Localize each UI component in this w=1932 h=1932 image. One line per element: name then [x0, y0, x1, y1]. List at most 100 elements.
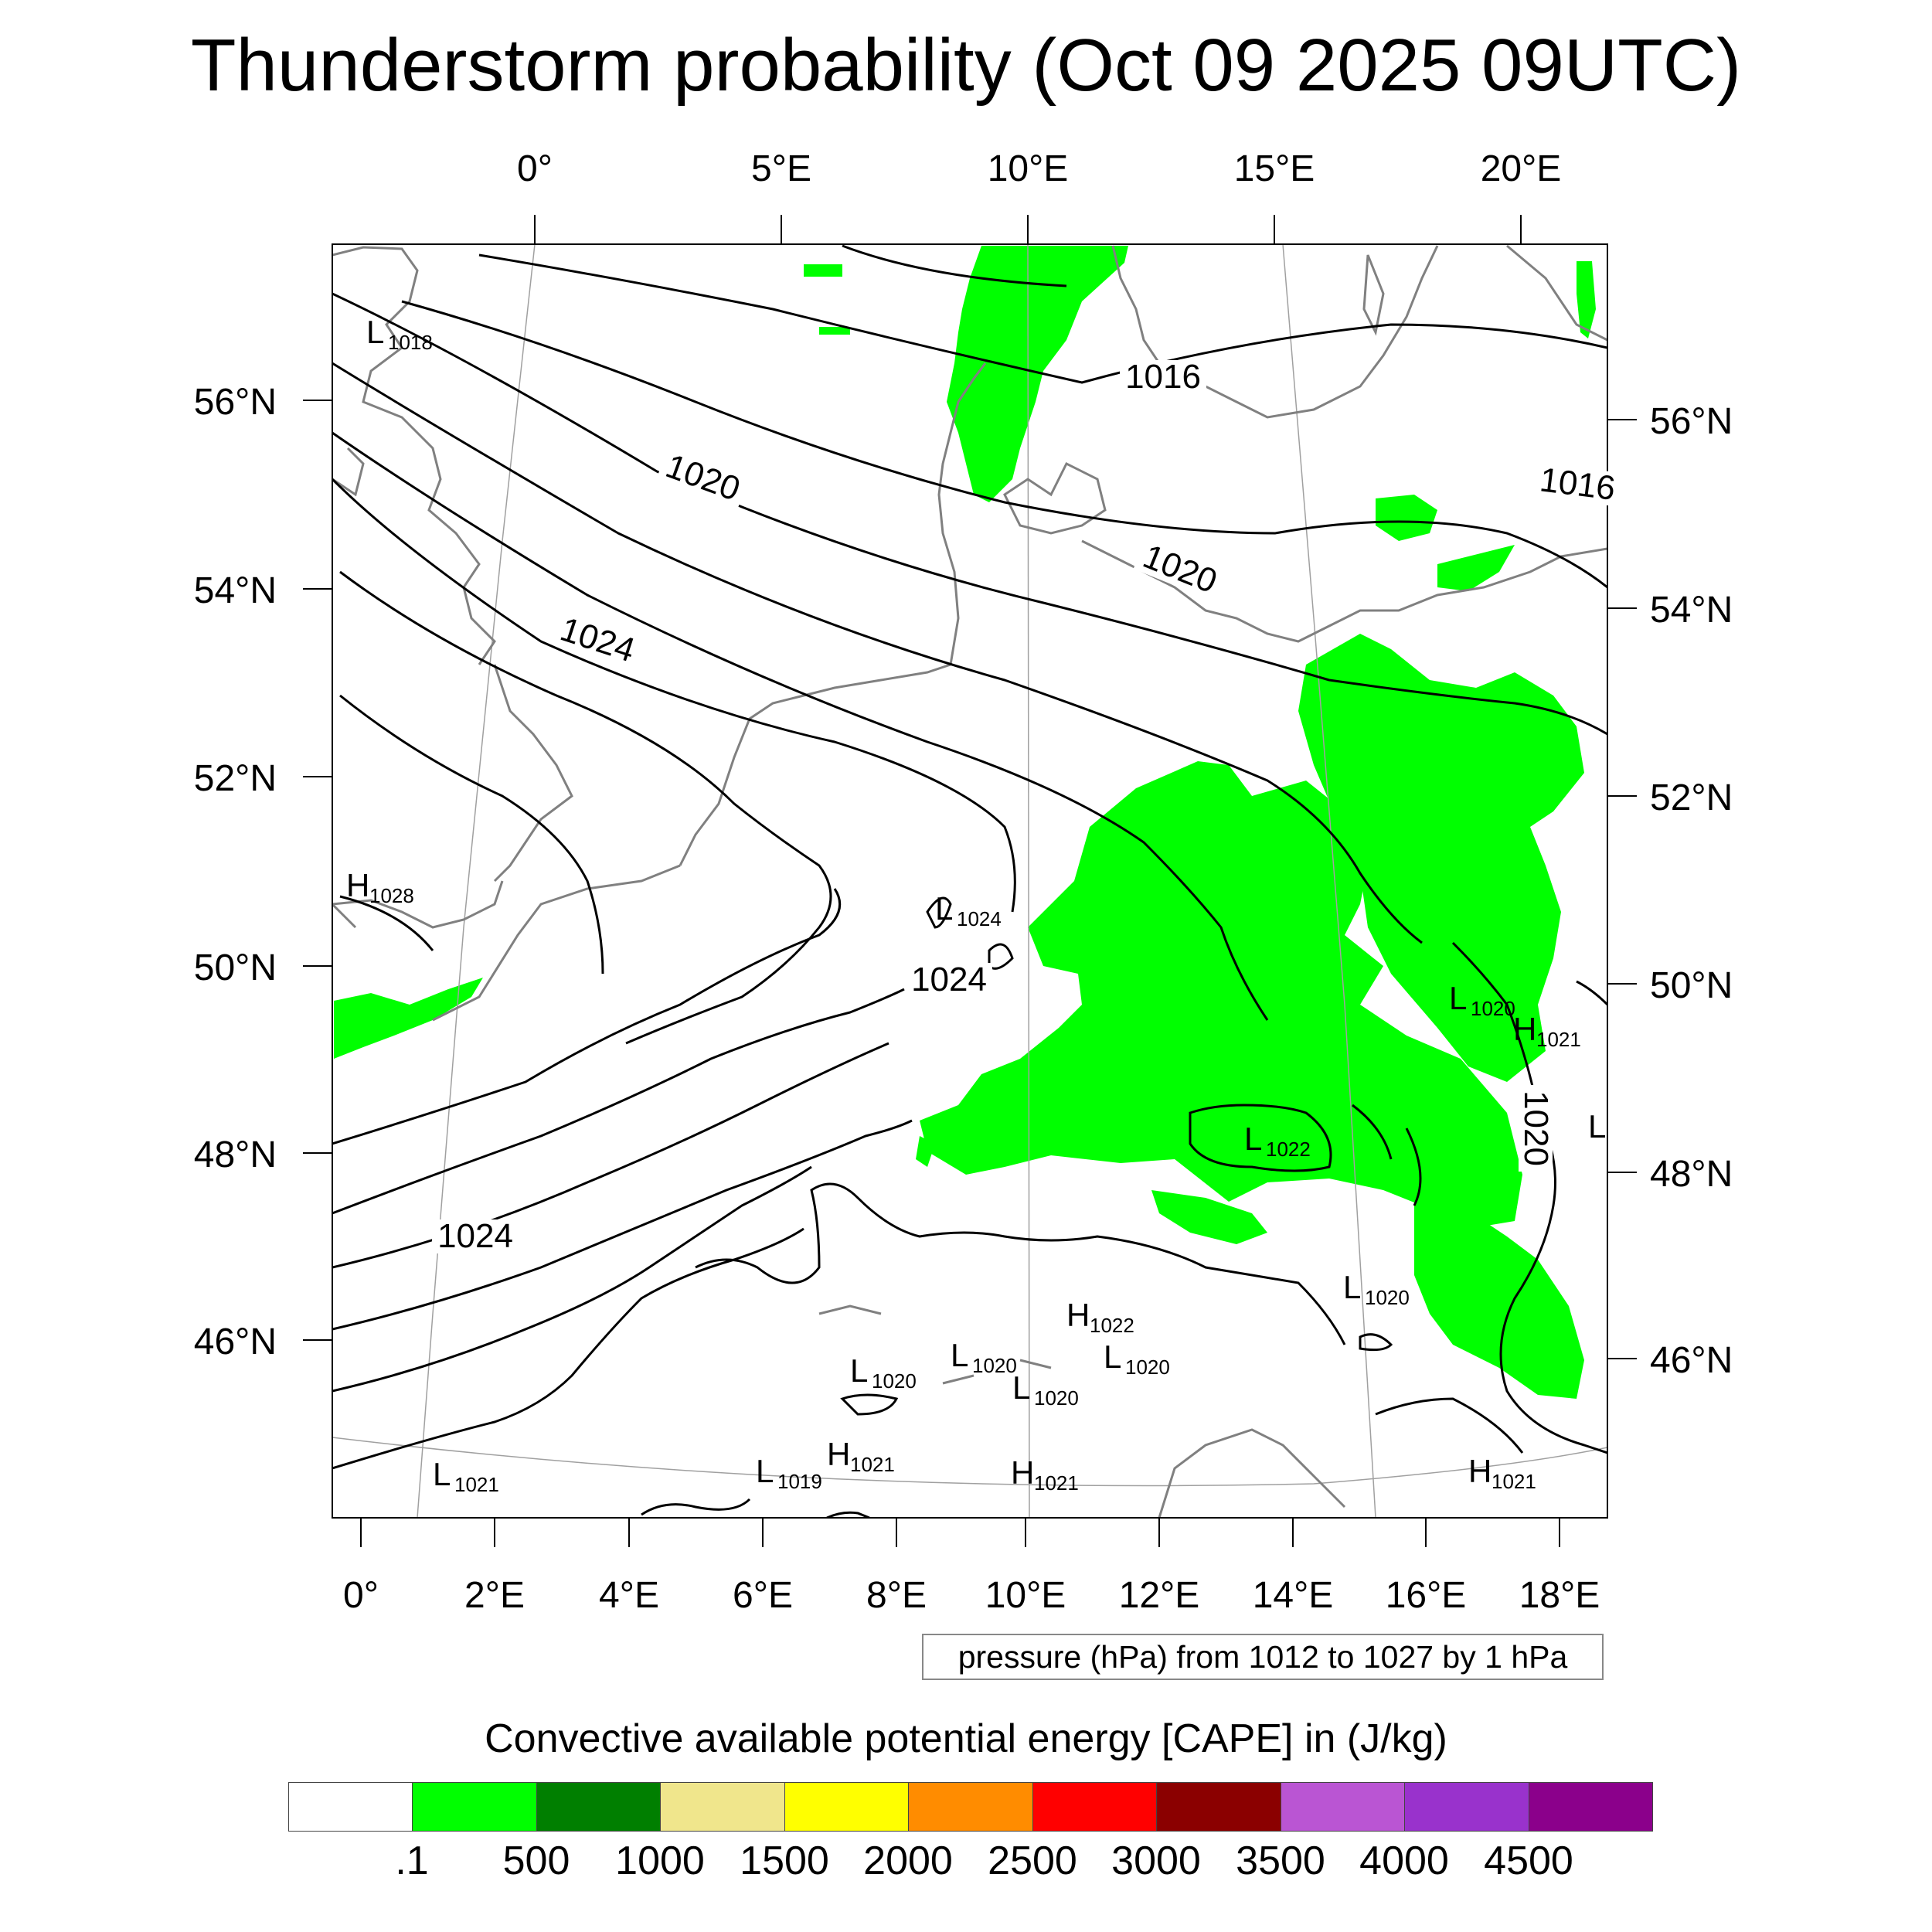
bottom-longitude-labels: 0° 2°E 4°E 6°E 8°E 10°E 12°E 14°E 16°E 1…	[343, 1575, 1600, 1616]
lon-label: 0°	[517, 148, 553, 189]
top-longitude-labels: 0° 5°E 10°E 15°E 20°E	[517, 148, 1561, 189]
baltic-south-coast	[1081, 539, 1607, 643]
pressure-center: L 1020	[1104, 1338, 1170, 1379]
pressure-center: L 1024	[935, 890, 1002, 930]
isobar	[641, 1498, 751, 1516]
colorbar-label: 3500	[1236, 1838, 1325, 1883]
svg-text:1021: 1021	[454, 1473, 499, 1496]
cape-area-south-alps	[1151, 1190, 1267, 1244]
pressure-center: L 1020	[1012, 1369, 1079, 1410]
isobar-label: 1024	[556, 611, 639, 670]
pressure-center: L	[1588, 1108, 1606, 1145]
svg-text:1021: 1021	[850, 1453, 895, 1476]
isobar	[1375, 1397, 1524, 1454]
colorbar-title: Convective available potential energy [C…	[485, 1716, 1447, 1761]
left-latitude-labels: 56°N 54°N 52°N 50°N 48°N 46°N	[194, 382, 277, 1362]
isobar	[1405, 1128, 1422, 1206]
pressure-center: H 1021	[827, 1436, 895, 1476]
lon-label: 14°E	[1253, 1575, 1334, 1616]
colorbar-swatch	[536, 1783, 662, 1831]
colorbar-swatch	[1157, 1783, 1281, 1831]
lon-label: 2°E	[464, 1575, 525, 1616]
colorbar	[288, 1782, 1653, 1832]
svg-text:H: H	[1513, 1011, 1536, 1047]
lon-label: 4°E	[599, 1575, 659, 1616]
alpine-lakes	[818, 1304, 1052, 1385]
isobar	[401, 300, 1607, 589]
lon-label: 20°E	[1481, 148, 1562, 189]
svg-text:1020: 1020	[1125, 1355, 1170, 1379]
svg-text:H: H	[1011, 1454, 1034, 1491]
svg-text:1020: 1020	[972, 1354, 1017, 1377]
cape-area-baltic-east	[1437, 545, 1515, 591]
svg-text:L: L	[1104, 1338, 1121, 1375]
cape-area-central-europe	[920, 761, 1522, 1229]
svg-text:H: H	[1468, 1453, 1492, 1489]
svg-text:L: L	[1343, 1269, 1361, 1305]
lon-label: 16°E	[1386, 1575, 1467, 1616]
pressure-center: L 1020	[1449, 980, 1515, 1020]
isobar	[926, 896, 952, 929]
svg-text:1021: 1021	[1492, 1470, 1536, 1493]
isobar-label: 1016	[1125, 358, 1201, 396]
meridian	[1027, 244, 1030, 1518]
isobar	[332, 1119, 913, 1331]
denmark-islands	[1003, 461, 1107, 535]
pressure-centers: L 1018 H 1028 L 1024 L 1020 H 1021 L 1022 L 102…	[346, 314, 1606, 1496]
isobar	[332, 1227, 804, 1470]
svg-text:H: H	[346, 867, 369, 903]
lat-label: 50°N	[1650, 965, 1733, 1006]
lat-label: 48°N	[194, 1134, 277, 1175]
svg-text:1020: 1020	[1034, 1386, 1079, 1410]
isobar	[332, 362, 1423, 944]
sweden-coast	[1111, 245, 1439, 419]
lon-label: 10°E	[988, 148, 1069, 189]
lon-label: 8°E	[866, 1575, 927, 1616]
pressure-center: H 1021	[1011, 1454, 1079, 1495]
meridian	[1282, 244, 1376, 1518]
coastlines	[332, 244, 1607, 1518]
lat-label: 46°N	[1650, 1340, 1733, 1381]
lon-label: 5°E	[751, 148, 811, 189]
lat-label: 52°N	[194, 758, 277, 799]
colorbar-swatch	[661, 1783, 785, 1831]
svg-text:L: L	[951, 1337, 968, 1373]
colorbar-label: 2000	[863, 1838, 953, 1883]
colorbar-label: 4000	[1359, 1838, 1449, 1883]
isobar-label: 1020	[1517, 1090, 1555, 1166]
svg-text:L: L	[366, 314, 384, 350]
south-coast-fragment	[332, 903, 357, 929]
isobar-label: 1024	[437, 1217, 513, 1255]
svg-text:1021: 1021	[1536, 1028, 1581, 1051]
england-east-coast	[493, 664, 573, 883]
pressure-center: H 1028	[346, 867, 414, 907]
lon-label: 10°E	[985, 1575, 1066, 1616]
pressure-center: H 1021	[1468, 1453, 1536, 1493]
isobar-label: 1024	[911, 961, 987, 998]
isobar	[339, 570, 832, 1045]
svg-text:1019: 1019	[777, 1470, 822, 1493]
colorbar-swatch	[289, 1783, 413, 1831]
colorbar-label: 500	[502, 1838, 570, 1883]
svg-text:1028: 1028	[369, 884, 414, 907]
svg-text:1024: 1024	[957, 907, 1002, 930]
pressure-center: L 1022	[1244, 1121, 1311, 1161]
adriatic-coast	[1158, 1428, 1346, 1518]
lat-label: 50°N	[194, 947, 277, 988]
isobar-label: 1020	[661, 447, 745, 509]
cape-area-far-ne	[1577, 261, 1596, 338]
colorbar-label: 2500	[988, 1838, 1077, 1883]
isobars	[332, 244, 1607, 1518]
channel-coast	[332, 880, 504, 929]
colorbar-swatch	[413, 1783, 537, 1831]
lat-label: 54°N	[194, 570, 277, 611]
lat-label: 52°N	[1650, 777, 1733, 818]
right-latitude-labels: 56°N 54°N 52°N 50°N 48°N 46°N	[1650, 401, 1733, 1381]
isobar	[1189, 1104, 1332, 1172]
svg-text:L: L	[1244, 1121, 1262, 1157]
lat-label: 46°N	[194, 1321, 277, 1362]
isobar	[840, 1393, 899, 1416]
isobar	[1576, 980, 1607, 1006]
svg-text:1018: 1018	[388, 331, 433, 354]
colorbar-labels: .1 500 1000 1500 2000 2500 3000 3500 400…	[0, 1838, 1932, 1892]
